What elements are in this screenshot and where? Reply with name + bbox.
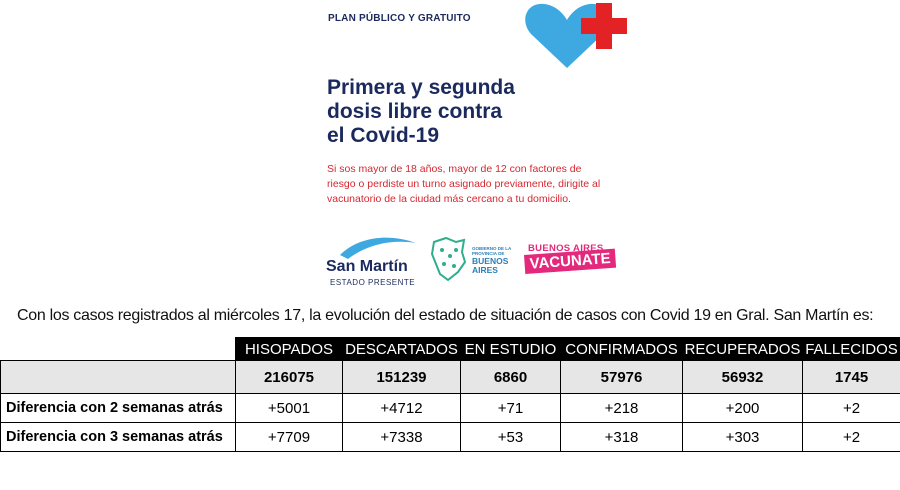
diff-cell: +7338 — [342, 422, 461, 452]
header-blank-cell — [0, 337, 236, 361]
table-row: Diferencia con 2 semanas atrás +5001 +47… — [0, 393, 900, 423]
province-name: BUENOS AIRES — [472, 257, 508, 275]
column-header: EN ESTUDIO — [460, 337, 561, 361]
row-label: Diferencia con 2 semanas atrás — [0, 393, 236, 423]
san-martin-name: San Martín — [326, 258, 408, 275]
headline: Primera y segunda dosis libre contra el … — [327, 76, 577, 148]
table-row: Diferencia con 3 semanas atrás +7709 +73… — [0, 422, 900, 452]
province-gov-text: GOBIERNO DE LA PROVINCIA DE — [472, 246, 512, 256]
column-header: DESCARTADOS — [342, 337, 461, 361]
poster-subtext: Si sos mayor de 18 años, mayor de 12 con… — [327, 162, 627, 207]
table-header-row: HISOPADOS DESCARTADOS EN ESTUDIO CONFIRM… — [0, 337, 900, 361]
caption: Con los casos registrados al miércoles 1… — [17, 307, 874, 324]
province-logo: GOBIERNO DE LA PROVINCIA DE BUENOS AIRES — [430, 236, 515, 284]
diff-cell: +53 — [460, 422, 561, 452]
swoosh-icon — [340, 237, 416, 259]
headline-line: Primera y segunda — [327, 76, 515, 99]
diff-cell: +303 — [682, 422, 803, 452]
diff-cell: +7709 — [235, 422, 343, 452]
column-header: HISOPADOS — [235, 337, 343, 361]
subtext-line: riesgo o perdiste un turno asignado prev… — [327, 178, 601, 190]
diff-cell: +2 — [802, 422, 900, 452]
headline-line: dosis libre contra — [327, 100, 503, 123]
san-martin-logo: San Martín ESTADO PRESENTE — [326, 233, 418, 289]
vaccination-poster: PLAN PÚBLICO Y GRATUITO Primera y segund… — [310, 0, 640, 290]
totals-row: 216075 151239 6860 57976 56932 1745 — [0, 360, 900, 394]
total-cell: 6860 — [460, 360, 561, 394]
gov-line: GOBIERNO DE LA — [472, 246, 512, 251]
total-cell: 216075 — [235, 360, 343, 394]
diff-cell: +2 — [802, 393, 900, 423]
total-cell: 1745 — [802, 360, 900, 394]
province-name-line: BUENOS — [472, 256, 509, 266]
total-cell: 57976 — [560, 360, 683, 394]
total-cell: 56932 — [682, 360, 803, 394]
vacunate-badge: BUENOS AIRES VACUNATE — [522, 243, 622, 283]
san-martin-tagline: ESTADO PRESENTE — [330, 278, 416, 287]
province-map-icon — [430, 236, 466, 282]
diff-cell: +318 — [560, 422, 683, 452]
gov-line: PROVINCIA DE — [472, 251, 505, 256]
row-label: Diferencia con 3 semanas atrás — [0, 422, 236, 452]
column-header: CONFIRMADOS — [560, 337, 683, 361]
subtext-line: Si sos mayor de 18 años, mayor de 12 con… — [327, 163, 582, 175]
vacunate-top-text: BUENOS AIRES — [528, 243, 604, 254]
totals-label-cell — [0, 360, 236, 394]
diff-cell: +200 — [682, 393, 803, 423]
subtext-line: vacunatorio de la ciudad más cercano a t… — [327, 193, 571, 205]
heart-cross-icon — [525, 3, 627, 69]
headline-line: el Covid-19 — [327, 124, 440, 147]
column-header: FALLECIDOS — [802, 337, 900, 361]
diff-cell: +5001 — [235, 393, 343, 423]
total-cell: 151239 — [342, 360, 461, 394]
province-name-line: AIRES — [472, 265, 498, 275]
plan-label: PLAN PÚBLICO Y GRATUITO — [328, 13, 471, 24]
column-header: RECUPERADOS — [682, 337, 803, 361]
diff-cell: +71 — [460, 393, 561, 423]
diff-cell: +218 — [560, 393, 683, 423]
diff-cell: +4712 — [342, 393, 461, 423]
covid-stats-table: HISOPADOS DESCARTADOS EN ESTUDIO CONFIRM… — [0, 337, 900, 452]
